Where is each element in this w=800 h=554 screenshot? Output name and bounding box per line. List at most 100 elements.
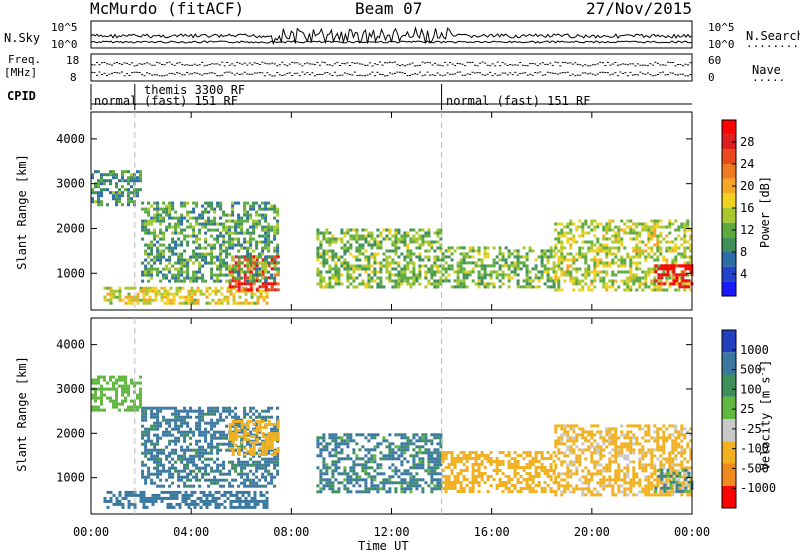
power-cell-6 (620, 264, 624, 268)
power-cell-2 (210, 228, 214, 232)
power-cell-7 (663, 264, 667, 268)
velocity-cell-1 (213, 445, 217, 449)
velocity-cell-4 (346, 454, 350, 458)
velocity-cell-4 (394, 451, 398, 455)
velocity-cell-4 (430, 460, 434, 464)
power-cell-2 (189, 276, 193, 280)
power-cell-2 (204, 201, 208, 205)
power-cell-6 (599, 243, 603, 247)
velocity-cell-3 (115, 378, 118, 382)
power-cell-5 (507, 285, 511, 289)
velocity-cell-4 (337, 442, 341, 446)
velocity-cell-1 (225, 415, 229, 419)
velocity-cell-6 (560, 472, 564, 476)
velocity-cell-1 (189, 436, 193, 440)
velocity-cell-6 (650, 457, 654, 461)
velocity-cell-6 (665, 490, 669, 494)
power-cell-6 (587, 273, 591, 277)
velocity-cell-4 (397, 469, 401, 473)
power-cell-4 (388, 237, 392, 241)
power-cell-3 (139, 173, 142, 177)
power-cell-3 (100, 188, 103, 192)
velocity-cell-6 (596, 442, 600, 446)
power-cell-6 (617, 285, 621, 289)
velocity-cell-4 (430, 487, 434, 491)
velocity-cell-1 (204, 412, 208, 416)
power-cell-6 (641, 252, 645, 256)
power-cell-4 (355, 246, 359, 250)
power-cell-0 (232, 298, 236, 302)
velocity-cell-3 (103, 408, 106, 412)
velocity-cell-4 (439, 457, 443, 461)
power-cell-2 (216, 276, 220, 280)
velocity-cell-4 (388, 457, 392, 461)
power-cell-4 (331, 255, 335, 259)
velocity-cell-6 (626, 424, 630, 428)
power-cell-5 (552, 270, 556, 274)
power-cell-6 (587, 267, 591, 271)
power-cell-5 (540, 270, 544, 274)
velocity-cell-6 (629, 484, 633, 488)
power-cell-3 (115, 203, 118, 207)
velocity-cell-2 (237, 429, 241, 432)
power-cell-1 (264, 285, 268, 289)
power-cell-0 (205, 295, 209, 299)
power-cell-0 (178, 295, 182, 299)
power-cell-1 (246, 288, 250, 292)
power-cell-2 (276, 219, 280, 223)
power-cell-6 (614, 246, 618, 250)
velocity-cell-2 (267, 447, 271, 450)
power-cell-2 (156, 207, 160, 211)
velocity-cell-6 (599, 436, 603, 440)
power-cell-0 (166, 295, 170, 299)
power-cell-5 (498, 285, 502, 289)
power-cell-6 (614, 255, 618, 259)
power-cell-2 (213, 222, 217, 226)
power-cell-2 (276, 270, 280, 274)
velocity-cell-6 (593, 451, 597, 455)
power-cell-5 (483, 285, 487, 289)
power-cell-0 (115, 289, 119, 293)
velocity-cell-1 (207, 406, 211, 410)
velocity-cell-0 (130, 490, 134, 494)
power-cell-7 (669, 264, 673, 268)
power-cell-3 (97, 170, 100, 174)
velocity-cell-4 (325, 448, 329, 452)
velocity-cell-4 (436, 472, 440, 476)
power-cell-0 (163, 295, 167, 299)
velocity-cell-6 (653, 424, 657, 428)
velocity-cell-0 (232, 493, 236, 497)
power-cell-6 (623, 264, 627, 268)
power-cell-4 (379, 240, 383, 244)
power-cell-5 (456, 276, 460, 280)
velocity-cell-1 (231, 424, 235, 428)
power-cell-6 (566, 252, 570, 256)
power-cell-2 (273, 231, 277, 235)
velocity-cell-1 (204, 433, 208, 437)
velocity-cell-6 (617, 490, 621, 494)
velocity-cell-4 (421, 439, 425, 443)
power-cell-6 (629, 219, 633, 223)
power-cell-5 (498, 258, 502, 262)
velocity-cell-6 (668, 469, 672, 473)
velocity-cell-5 (477, 457, 481, 460)
velocity-cell-6 (629, 451, 633, 455)
velocity-cell-4 (397, 475, 401, 479)
power-cell-2 (141, 279, 145, 283)
power-cell-2 (264, 261, 268, 265)
power-cell-4 (400, 252, 404, 256)
velocity-cell-6 (554, 427, 558, 431)
velocity-cell-6 (608, 466, 612, 470)
velocity-cell-6 (629, 478, 633, 482)
power-cell-2 (171, 231, 175, 235)
power-cell-4 (322, 285, 326, 289)
power-cell-2 (156, 267, 160, 271)
velocity-cell-4 (370, 433, 374, 437)
velocity-cell-6 (590, 430, 594, 434)
velocity-cell-5 (537, 460, 541, 463)
velocity-cell-1 (168, 466, 172, 470)
power-cell-6 (605, 255, 609, 259)
velocity-cell-1 (198, 418, 202, 422)
velocity-cell-4 (421, 460, 425, 464)
velocity-cell-6 (659, 466, 663, 470)
